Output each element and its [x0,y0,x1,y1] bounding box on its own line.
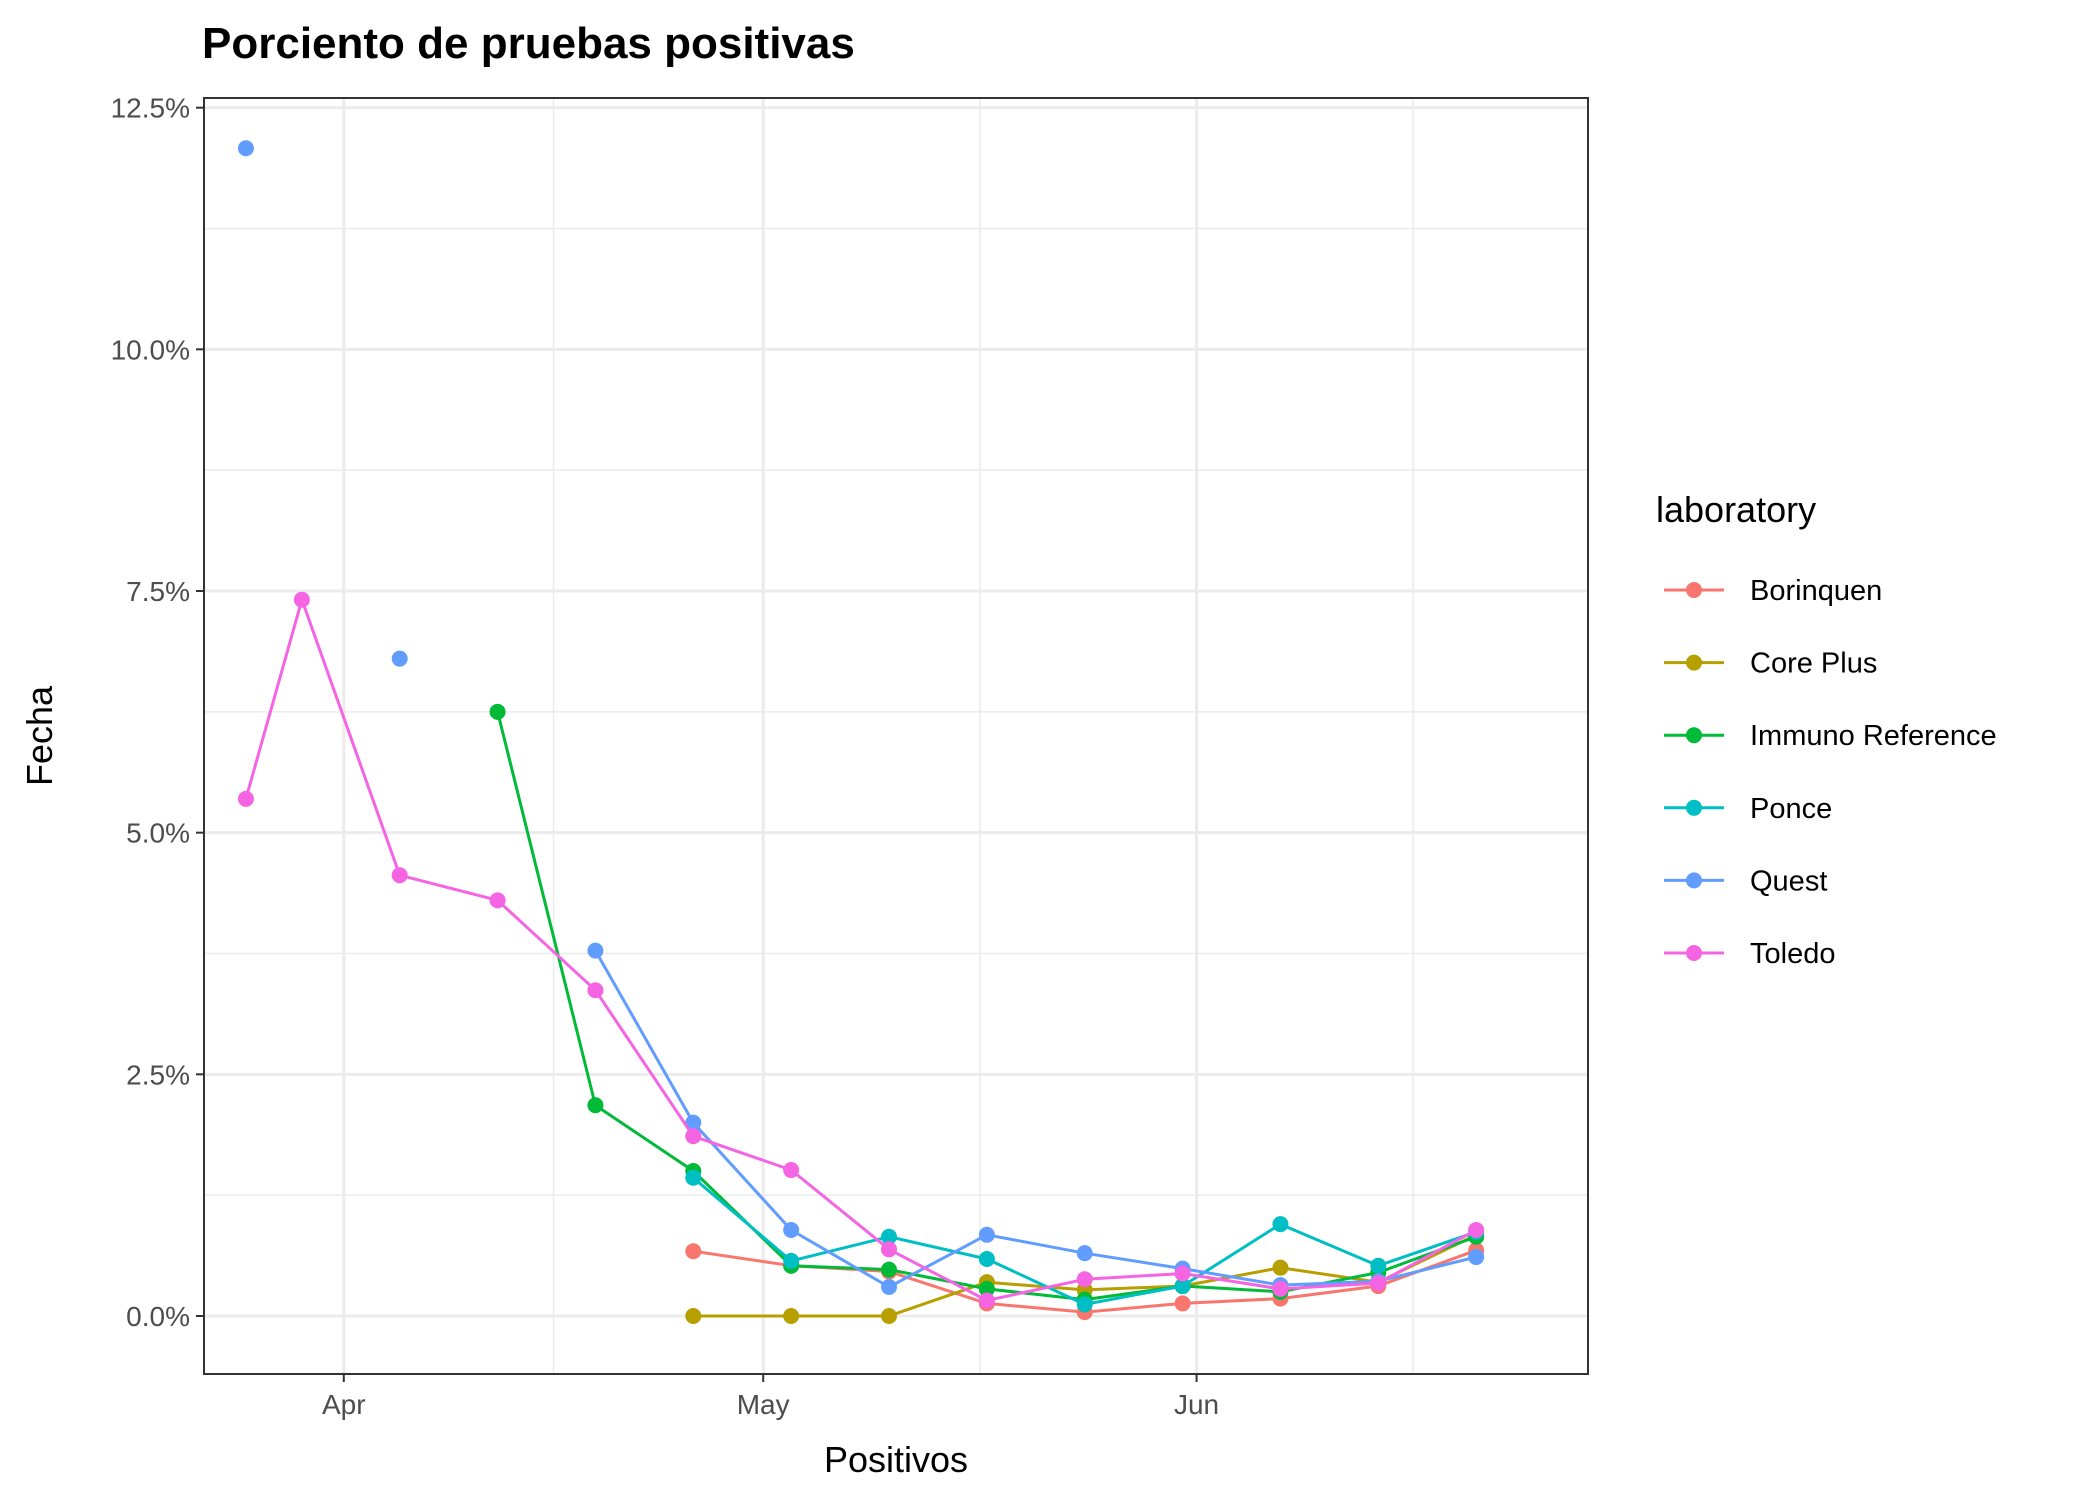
data-point-quest [783,1221,800,1238]
grid-lines [204,98,1588,1374]
legend-label: Core Plus [1750,648,1877,680]
legend-key-point [1686,654,1702,671]
y-tick-label: 5.0% [126,818,190,849]
data-point-toledo [1272,1280,1289,1297]
data-point-toledo [1468,1221,1485,1238]
data-point-toledo [237,790,254,807]
data-point-ponce [881,1228,898,1245]
legend-label: Borinquen [1750,575,1882,607]
y-tick-label: 2.5% [126,1059,190,1090]
legend-item-borinquen: Borinquen [1664,575,1882,607]
data-point-ponce [1076,1296,1093,1313]
series-layer [237,140,1485,1324]
legend: laboratory Borinquen Core Plus Immuno Refe… [1656,489,1997,970]
data-point-ponce [978,1250,995,1267]
data-point-borinquen [1174,1295,1191,1312]
data-point-toledo [1076,1271,1093,1288]
legend-item-ponce: Ponce [1664,793,1832,825]
data-point-core-plus [685,1308,702,1324]
legend-item-immuno-reference: Immuno Reference [1664,720,1997,752]
x-tick-label: May [737,1389,790,1420]
plot-panel [204,98,1588,1374]
legend-item-quest: Quest [1664,865,1827,897]
chart-title: Porciento de pruebas positivas [202,19,855,68]
y-axis-title: Fecha [19,685,60,786]
data-point-toledo [1174,1265,1191,1282]
data-point-quest [237,140,254,157]
data-point-immuno-reference [978,1280,995,1297]
data-point-quest [978,1226,995,1243]
data-point-ponce [1370,1257,1387,1274]
data-point-toledo [391,867,408,884]
data-point-core-plus [1272,1259,1289,1276]
data-point-toledo [685,1128,702,1145]
legend-label: Ponce [1750,793,1832,825]
series-line-toledo [244,598,1477,1302]
data-point-ponce [783,1252,800,1269]
y-tick-label: 10.0% [111,334,190,365]
y-tick-label: 12.5% [111,93,190,124]
x-tick-label: Apr [322,1389,366,1420]
x-axis-title: Positivos [824,1439,968,1480]
data-point-toledo [783,1162,800,1179]
data-point-quest [685,1114,702,1131]
data-point-core-plus [881,1308,898,1324]
legend-label: Quest [1750,865,1827,897]
legend-label: Toledo [1750,938,1835,970]
data-point-quest [1076,1245,1093,1262]
axis-layer: 0.0% 2.5% 5.0% 7.5% 10.0% 12.5% Apr May Jun [111,93,1220,1420]
data-point-immuno-reference [587,1097,604,1114]
data-point-core-plus [783,1308,800,1324]
legend-title: laboratory [1656,489,1816,530]
data-point-toledo [489,892,506,909]
legend-key-point [1686,945,1702,961]
data-point-immuno-reference [489,703,506,720]
y-tick-label: 7.5% [126,576,190,607]
legend-items: Borinquen Core Plus Immuno Reference Ponce Q… [1664,575,1997,970]
legend-key-point [1686,582,1702,598]
data-point-quest [881,1279,898,1295]
data-point-immuno-reference [881,1261,898,1278]
legend-key-point [1686,872,1702,889]
series-line-quest [594,949,1477,1289]
data-point-quest [391,650,408,667]
data-point-toledo [587,982,604,999]
data-point-toledo [293,591,310,608]
data-point-ponce [1272,1216,1289,1233]
y-tick-label: 0.0% [126,1301,190,1332]
data-point-quest [587,942,604,959]
data-point-ponce [1174,1278,1191,1295]
legend-key-point [1686,727,1702,744]
data-point-toledo [881,1241,898,1258]
data-point-toledo [1370,1275,1387,1292]
legend-item-core-plus: Core Plus [1664,648,1877,680]
data-point-borinquen [685,1243,702,1260]
x-tick-label: Jun [1174,1389,1219,1420]
legend-label: Immuno Reference [1750,720,1997,752]
series-toledo [237,591,1485,1309]
legend-key-point [1686,799,1702,816]
data-point-toledo [978,1292,995,1309]
plot-border [203,97,1589,1375]
data-point-quest [1468,1249,1485,1266]
data-point-ponce [685,1169,702,1186]
legend-item-toledo: Toledo [1664,938,1835,970]
